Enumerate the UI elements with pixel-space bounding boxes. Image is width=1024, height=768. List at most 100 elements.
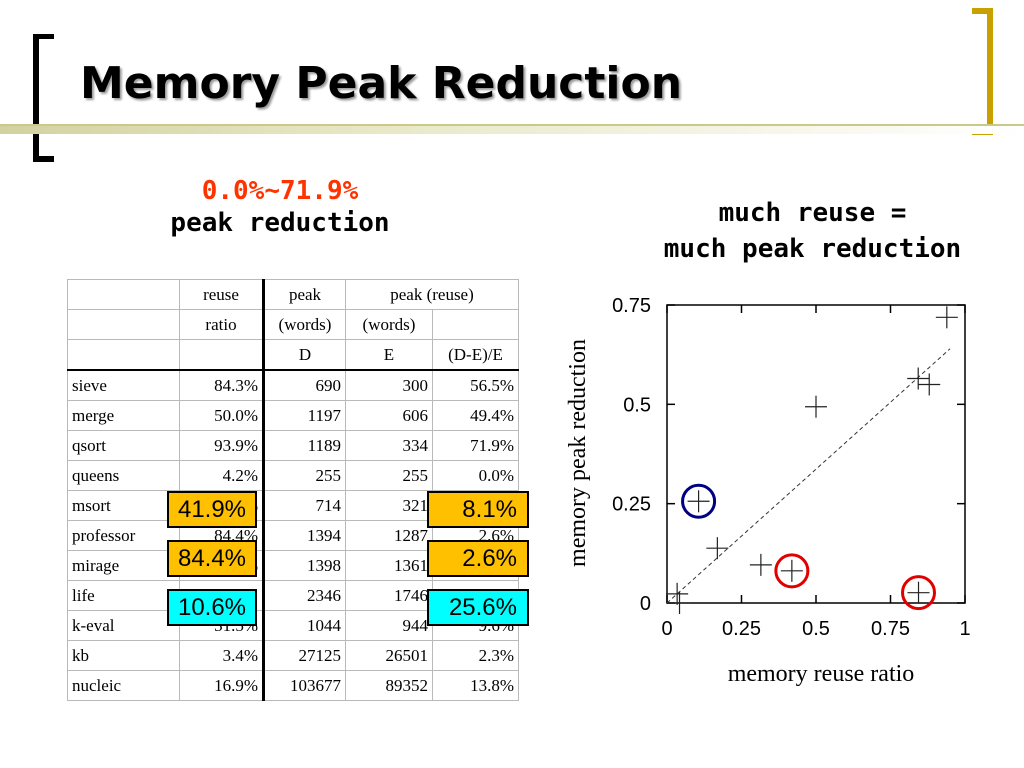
x-tick-label: 1	[959, 618, 970, 640]
left-heading: 0.0%~71.9% peak reduction	[130, 175, 430, 239]
y-tick-label: 0.75	[612, 295, 651, 317]
table-row: merge 50.0% 1197 606 49.4%	[67, 400, 519, 431]
table-cell: 606	[345, 400, 433, 431]
benchmark-name: merge	[67, 400, 180, 431]
data-point	[907, 367, 930, 390]
callout-mirage-reduction: 25.6%	[427, 589, 529, 626]
data-point	[907, 581, 930, 604]
data-point	[668, 592, 691, 614]
y-tick-label: 0.25	[612, 494, 651, 516]
table-cell: 84.3%	[179, 369, 265, 401]
y-tick-label: 0.5	[623, 394, 651, 416]
table-cell: 103677	[263, 670, 346, 701]
table-cell: 3.4%	[179, 640, 265, 671]
highlight-circle	[901, 575, 937, 611]
table-cell: 0.0%	[432, 460, 519, 491]
benchmark-table: reuse peak peak (reuse) ratio (words) (w…	[67, 279, 519, 701]
table-cell: 255	[263, 460, 346, 491]
header-cell: peak (reuse)	[345, 279, 519, 310]
header-cell: reuse	[179, 279, 265, 310]
header-cell: D	[263, 339, 346, 371]
callout-professor-reuse: 84.4%	[167, 540, 257, 577]
table-cell: 1197	[263, 400, 346, 431]
table-cell: 690	[263, 369, 346, 401]
header-row: D E (D-E)/E	[67, 339, 519, 371]
table-row: sieve 84.3% 690 300 56.5%	[67, 369, 519, 401]
table-cell: 714	[263, 490, 346, 521]
data-point	[706, 537, 729, 560]
x-axis-label: memory reuse ratio	[728, 661, 915, 687]
right-bracket	[972, 8, 993, 135]
y-axis-label: memory peak reduction	[565, 339, 591, 567]
table-cell: 1394	[263, 520, 346, 551]
slide-title: Memory Peak Reduction	[80, 58, 683, 109]
table-cell: 1398	[263, 550, 346, 581]
benchmark-name: queens	[67, 460, 180, 491]
plot-frame	[666, 304, 966, 604]
header-cell: (D-E)/E	[432, 339, 519, 371]
x-tick-label: 0.75	[871, 618, 910, 640]
scatter-chart: memory peak reduction memory reuse ratio…	[565, 295, 971, 687]
table-cell: 2346	[263, 580, 346, 611]
table-body: sieve 84.3% 690 300 56.5% merge 50.0% 1197 606 49…	[67, 369, 519, 701]
benchmark-name: professor	[67, 520, 180, 551]
callout-msort-reuse: 41.9%	[167, 491, 257, 528]
data-point	[918, 373, 941, 396]
table-cell: 26501	[345, 640, 433, 671]
data-point	[687, 490, 710, 513]
benchmark-name: kb	[67, 640, 180, 671]
table-cell: 321	[345, 490, 433, 521]
data-point	[666, 582, 689, 605]
x-tick-label: 0.5	[802, 618, 830, 640]
table-cell: 944	[345, 610, 433, 641]
x-tick-label: 0	[661, 618, 672, 640]
header-row: ratio (words) (words)	[67, 309, 519, 340]
data-point	[780, 559, 803, 582]
table-cell: 50.0%	[179, 400, 265, 431]
table-cell: 13.8%	[432, 670, 519, 701]
benchmark-name: nucleic	[67, 670, 180, 701]
table-row: nucleic 16.9% 103677 89352 13.8%	[67, 670, 519, 701]
title-rule	[0, 124, 1024, 126]
reduction-range: 0.0%~71.9%	[201, 176, 359, 206]
table-cell: 300	[345, 369, 433, 401]
header-cell: (words)	[345, 309, 433, 340]
table-cell: 89352	[345, 670, 433, 701]
benchmark-name: qsort	[67, 430, 180, 461]
callout-professor-reduction: 2.6%	[427, 540, 529, 577]
data-point	[935, 306, 958, 329]
table-cell: 16.9%	[179, 670, 265, 701]
table-cell: 334	[345, 430, 433, 461]
table-cell: 49.4%	[432, 400, 519, 431]
table-cell: 93.9%	[179, 430, 265, 461]
callout-msort-reduction: 8.1%	[427, 491, 529, 528]
table-cell: 1287	[345, 520, 433, 551]
header-cell: peak	[263, 279, 346, 310]
data-point	[805, 395, 827, 418]
benchmark-name: sieve	[67, 369, 180, 401]
header-cell: E	[345, 339, 433, 371]
table-cell: 56.5%	[432, 369, 519, 401]
right-heading-line2: much peak reduction	[663, 234, 962, 264]
trend-line	[666, 348, 951, 604]
benchmark-name: k-eval	[67, 610, 180, 641]
table-cell: 4.2%	[179, 460, 265, 491]
highlight-circle	[681, 483, 717, 519]
reduction-label: peak reduction	[170, 208, 390, 238]
header-row: reuse peak peak (reuse)	[67, 279, 519, 310]
benchmark-name: msort	[67, 490, 180, 521]
callout-mirage-reuse: 10.6%	[167, 589, 257, 626]
highlight-circle	[774, 553, 810, 589]
table-cell: 1189	[263, 430, 346, 461]
table-cell: 1044	[263, 610, 346, 641]
benchmark-name: mirage	[67, 550, 180, 581]
table-cell: 71.9%	[432, 430, 519, 461]
left-bracket	[33, 34, 54, 162]
table-cell: 27125	[263, 640, 346, 671]
table-row: qsort 93.9% 1189 334 71.9%	[67, 430, 519, 461]
y-tick-label: 0	[640, 593, 651, 615]
right-heading: much reuse = much peak reduction	[620, 195, 1005, 267]
x-tick-label: 0.25	[722, 618, 761, 640]
data-point	[749, 553, 772, 576]
table-cell: 2.3%	[432, 640, 519, 671]
